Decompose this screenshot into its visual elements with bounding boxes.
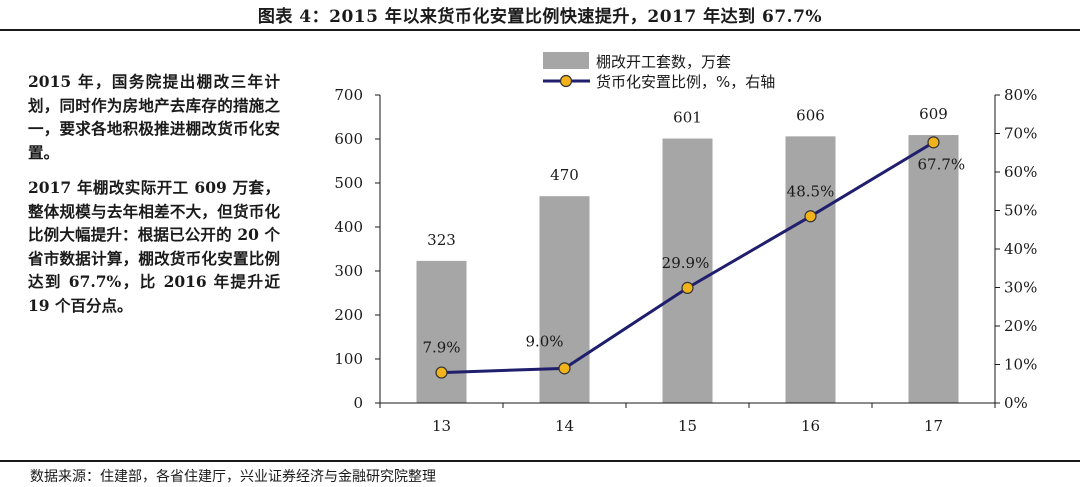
left-tick-label: 300 xyxy=(334,262,363,280)
x-tick-label-16: 16 xyxy=(801,417,820,435)
ratio-point-14 xyxy=(558,362,571,375)
right-tick-label: 60% xyxy=(1004,163,1037,181)
ratio-label-14: 9.0% xyxy=(525,332,563,350)
ratio-label-16: 48.5% xyxy=(787,182,835,200)
ratio-point-15 xyxy=(681,281,694,294)
source-note: 数据来源：住建部，各省住建厅，兴业证券经济与金融研究院整理 xyxy=(30,469,436,485)
figure-footer: 数据来源：住建部，各省住建厅，兴业证券经济与金融研究院整理 xyxy=(0,452,1080,487)
left-tick-label: 0 xyxy=(353,394,363,412)
commentary-paragraph-1: 2015 年，国务院提出棚改三年计划，同时作为房地产去库存的措施之一，要求各地积… xyxy=(28,72,280,162)
x-tick-label-17: 17 xyxy=(924,417,943,435)
ratio-point-17 xyxy=(927,136,940,149)
commentary-panel: 2015 年，国务院提出棚改三年计划，同时作为房地产去库存的措施之一，要求各地积… xyxy=(28,70,280,329)
bar-value-label-15: 601 xyxy=(673,109,702,127)
legend-label-bar: 棚改开工套数，万套 xyxy=(596,53,731,71)
ratio-point-13 xyxy=(435,366,448,379)
legend-marker-line xyxy=(559,74,573,88)
left-tick-label: 700 xyxy=(334,86,363,104)
bar-value-label-17: 609 xyxy=(919,105,948,123)
legend-label-line: 货币化安置比例，%，右轴 xyxy=(596,73,775,91)
right-tick-label: 80% xyxy=(1004,86,1037,104)
bar-13 xyxy=(416,260,467,403)
bar-value-label-16: 606 xyxy=(796,106,825,124)
left-tick-label: 100 xyxy=(334,350,363,368)
footer-rule xyxy=(0,460,1080,462)
left-tick-label: 200 xyxy=(334,306,363,324)
chart-axes: 0 100 200 300 400 500 600 700 0% 10% 20% 30% 40% 50% 6… xyxy=(334,86,1037,435)
right-tick-label: 20% xyxy=(1004,317,1037,335)
line-series: 7.9% 9.0% 29.9% 48.5% 67.7% xyxy=(422,136,966,379)
left-tick-label: 400 xyxy=(334,218,363,236)
x-tick-label-14: 14 xyxy=(555,417,574,435)
right-tick-label: 30% xyxy=(1004,279,1037,297)
ratio-label-13: 7.9% xyxy=(422,339,460,357)
right-tick-label: 50% xyxy=(1004,202,1037,220)
legend-swatch-bar xyxy=(543,52,589,69)
right-tick-label: 0% xyxy=(1004,394,1028,412)
ratio-label-15: 29.9% xyxy=(662,254,710,272)
bar-value-label-13: 323 xyxy=(427,231,456,249)
x-tick-label-13: 13 xyxy=(432,417,451,435)
figure-title: 图表 4：2015 年以来货币化安置比例快速提升，2017 年达到 67.7% xyxy=(257,7,823,27)
bar-value-label-14: 470 xyxy=(550,166,579,184)
right-tick-label: 10% xyxy=(1004,356,1037,374)
bar-16 xyxy=(785,136,836,404)
right-tick-label: 70% xyxy=(1004,125,1037,143)
ratio-point-16 xyxy=(804,210,817,223)
x-tick-label-15: 15 xyxy=(678,417,697,435)
figure-header: 图表 4：2015 年以来货币化安置比例快速提升，2017 年达到 67.7% xyxy=(0,0,1080,31)
title-rule xyxy=(0,29,1080,31)
ratio-label-17: 67.7% xyxy=(918,155,966,173)
bar-17 xyxy=(908,135,959,404)
left-tick-label: 500 xyxy=(334,174,363,192)
bar-15 xyxy=(662,138,713,403)
right-tick-label: 40% xyxy=(1004,240,1037,258)
commentary-paragraph-2: 2017 年棚改实际开工 609 万套，整体规模与去年相差不大，但货币化比例大幅… xyxy=(28,178,280,315)
left-tick-label: 600 xyxy=(334,130,363,148)
